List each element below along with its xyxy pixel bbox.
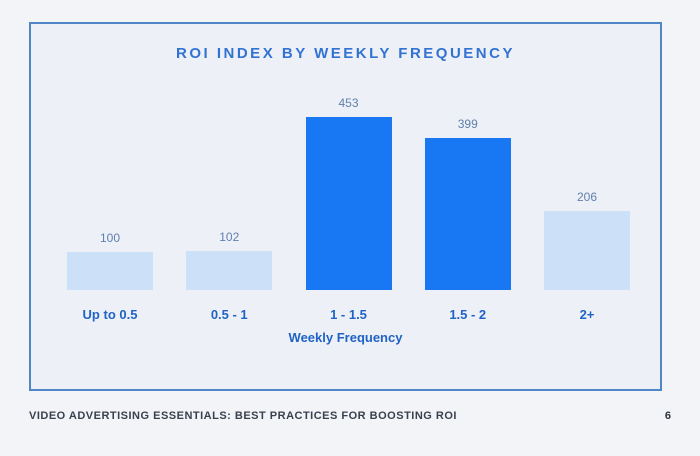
bar-value-label: 102 — [219, 230, 240, 244]
bar — [544, 211, 630, 290]
bar-value-label: 399 — [457, 117, 478, 131]
category-label: 0.5 - 1 — [210, 307, 248, 322]
bar-stack: 100 — [67, 93, 153, 290]
slide-card: ROI INDEX BY WEEKLY FREQUENCY 100 Up to 0… — [29, 22, 662, 391]
category-label: Up to 0.5 — [82, 307, 138, 322]
bar-stack: 206 — [544, 93, 630, 290]
bar-value-label: 453 — [338, 96, 359, 110]
chart-title: ROI INDEX BY WEEKLY FREQUENCY — [176, 45, 515, 62]
bar-value-label: 100 — [99, 231, 121, 245]
footer-title: VIDEO ADVERTISING ESSENTIALS: BEST PRACT… — [29, 410, 457, 422]
x-axis-label: Weekly Frequency — [288, 330, 403, 345]
category-label: 1 - 1.5 — [330, 307, 367, 322]
bar — [186, 251, 273, 290]
bar-group: 102 0.5 - 1 — [186, 93, 273, 322]
bar-group: 206 2+ — [544, 93, 630, 322]
plot-area: 100 Up to 0.5 102 0.5 - 1 453 1 - 1.5 399 1.5 -… — [67, 93, 630, 322]
category-label: 1.5 - 2 — [449, 307, 487, 322]
bar-value-label: 206 — [576, 190, 598, 204]
category-label: 2+ — [579, 307, 595, 322]
bar-stack: 453 — [305, 93, 392, 290]
bar-group: 453 1 - 1.5 — [305, 93, 392, 322]
bar — [305, 117, 392, 290]
bar — [424, 138, 511, 290]
bar-stack: 102 — [186, 93, 273, 290]
bar-group: 100 Up to 0.5 — [67, 93, 153, 322]
page-number: 6 — [664, 410, 671, 422]
footer: VIDEO ADVERTISING ESSENTIALS: BEST PRACT… — [29, 410, 671, 422]
bar — [67, 252, 153, 290]
bar-group: 399 1.5 - 2 — [424, 93, 511, 322]
bar-stack: 399 — [424, 93, 511, 290]
